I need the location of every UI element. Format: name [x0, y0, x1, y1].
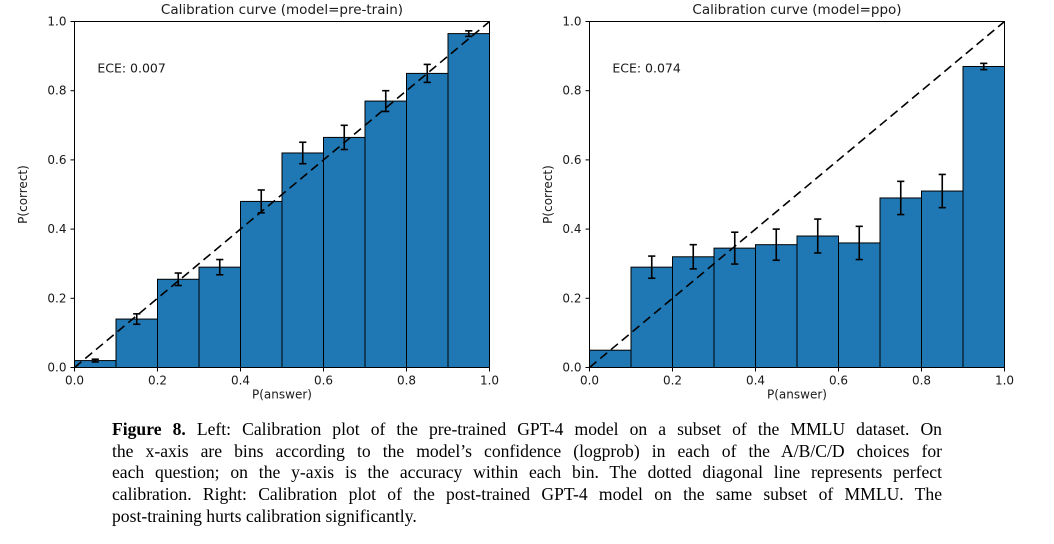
y-tick-label: 0.0: [47, 361, 66, 375]
error-bar: [980, 62, 988, 71]
x-axis-label: P(answer): [767, 388, 827, 402]
caption-line: post-training hurts calibration signific…: [112, 505, 417, 526]
x-tick-label: 0.6: [829, 374, 848, 388]
error-bar: [772, 228, 780, 262]
histogram-bar: [962, 65, 1005, 368]
histogram-bar: [115, 318, 158, 368]
histogram-bar: [713, 247, 756, 369]
histogram-bar: [838, 242, 881, 368]
x-tick-label: 1.0: [480, 374, 499, 388]
calibration-chart-ppo: 0.0 0.2 0.4 0.6 0.8 1.0 0.0 0.2 0.4 0.6 0.8 1.0 Cali…: [541, 2, 1014, 402]
histogram-bar: [323, 136, 366, 368]
caption-line: the x-axis are bins according to the mod…: [112, 440, 942, 461]
error-bar: [465, 30, 473, 38]
caption-line: Figure 8. Left: Calibration plot of the …: [112, 419, 942, 439]
y-tick-label: 0.0: [562, 361, 581, 375]
histogram-bar: [630, 266, 673, 368]
x-tick-label: 0.0: [65, 374, 84, 388]
histogram-bar: [796, 235, 839, 368]
diagonal-reference-line: [588, 20, 1006, 369]
caption-line: each question; on the y-axis is the accu…: [112, 462, 942, 483]
y-tick-label: 0.2: [47, 291, 66, 305]
error-bar: [91, 358, 99, 363]
y-axis-label: P(correct): [16, 165, 30, 224]
histogram-bar: [198, 266, 241, 368]
plot-frame: [74, 21, 490, 368]
ece-annotation: ECE: 0.074: [612, 60, 681, 75]
histogram-bar: [364, 100, 407, 369]
error-bar: [299, 141, 307, 165]
x-tick-label: 0.6: [314, 374, 333, 388]
caption-figure-label: Figure 8.: [112, 419, 186, 439]
y-tick-label: 1.0: [562, 15, 581, 29]
y-tick-label: 0.6: [562, 153, 581, 167]
histogram-bar: [921, 190, 964, 368]
plot-frame: [589, 21, 1005, 368]
histogram-bar: [240, 200, 283, 368]
error-bar: [340, 124, 348, 151]
y-axis-label: P(correct): [541, 165, 555, 224]
caption-line: calibration. Right: Calibration plot of …: [112, 484, 942, 505]
error-bar: [814, 218, 822, 254]
x-tick-label: 1.0: [995, 374, 1014, 388]
histogram-bar: [447, 33, 490, 369]
x-tick-label: 0.2: [148, 374, 167, 388]
y-tick-label: 0.4: [47, 222, 66, 236]
figure-caption: Figure 8. Left: Calibration plot of the …: [112, 419, 942, 528]
chart-title: Calibration curve (model=ppo): [692, 2, 901, 18]
error-bar: [174, 272, 182, 287]
histogram-bar: [672, 256, 715, 368]
x-axis-label: P(answer): [252, 388, 312, 402]
calibration-chart-pretrain: 0.0 0.2 0.4 0.6 0.8 1.0 0.0 0.2 0.4 0.6 0.8 1.0 Cali…: [16, 2, 499, 402]
error-bar: [648, 255, 656, 280]
error-bar: [423, 63, 431, 84]
histogram-bar: [589, 349, 632, 369]
x-tick-label: 0.8: [912, 374, 931, 388]
y-tick-label: 0.8: [562, 84, 581, 98]
error-bar: [382, 89, 390, 113]
y-tick-label: 0.2: [562, 291, 581, 305]
x-tick-label: 0.4: [231, 374, 250, 388]
error-bar: [731, 231, 739, 265]
histogram-bar: [406, 72, 449, 369]
error-bar: [855, 225, 863, 261]
error-bar: [689, 243, 697, 270]
histogram-bar: [755, 244, 798, 368]
ece-annotation: ECE: 0.007: [97, 60, 166, 75]
histogram-bar: [879, 197, 922, 368]
y-tick-label: 1.0: [47, 15, 66, 29]
error-bar: [897, 180, 905, 216]
error-bar: [216, 258, 224, 276]
chart-title: Calibration curve (model=pre-train): [161, 2, 403, 18]
histogram-bar: [281, 152, 324, 368]
error-bar: [133, 313, 141, 326]
diagonal-reference-line: [73, 20, 491, 369]
y-tick-label: 0.8: [47, 84, 66, 98]
x-tick-label: 0.8: [397, 374, 416, 388]
x-tick-label: 0.0: [580, 374, 599, 388]
y-tick-label: 0.4: [562, 222, 581, 236]
x-tick-label: 0.2: [663, 374, 682, 388]
error-bar: [938, 173, 946, 209]
x-tick-label: 0.4: [746, 374, 765, 388]
y-tick-label: 0.6: [47, 153, 66, 167]
error-bar: [257, 189, 265, 214]
